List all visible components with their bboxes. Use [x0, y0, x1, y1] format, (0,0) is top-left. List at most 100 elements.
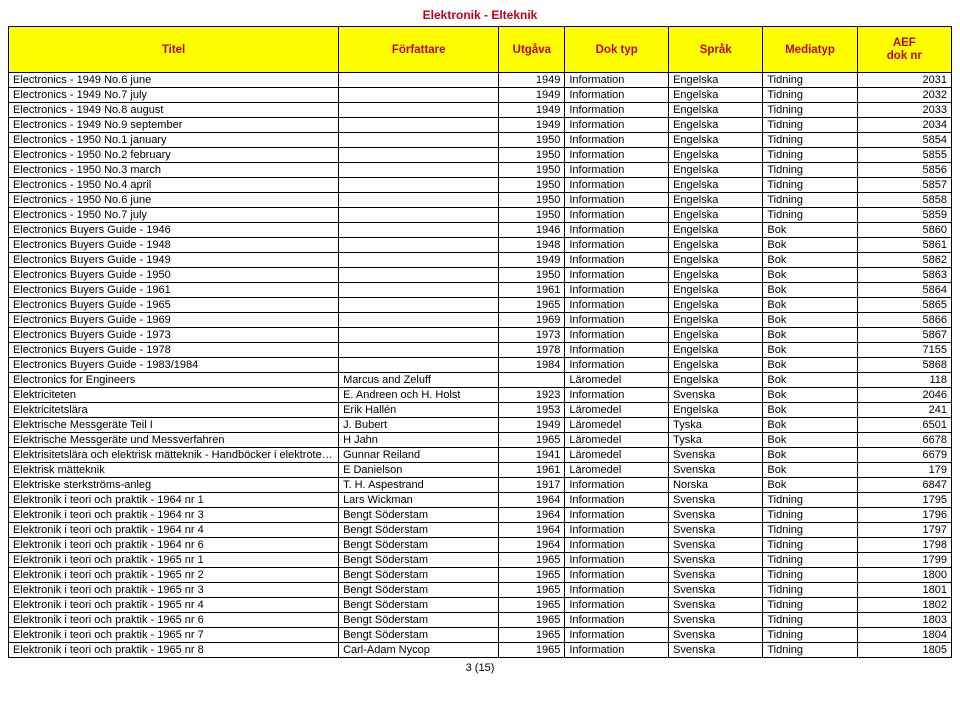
- table-cell: Information: [565, 613, 669, 628]
- table-cell: Tidning: [763, 598, 857, 613]
- table-cell: Tidning: [763, 88, 857, 103]
- table-cell: Tidning: [763, 118, 857, 133]
- table-cell: [339, 313, 499, 328]
- table-cell: 1964: [499, 523, 565, 538]
- table-cell: Electronics - 1950 No.3 march: [9, 163, 339, 178]
- table-cell: Svenska: [669, 523, 763, 538]
- table-cell: Engelska: [669, 268, 763, 283]
- table-cell: Bok: [763, 418, 857, 433]
- table-cell: 5866: [857, 313, 951, 328]
- table-cell: Engelska: [669, 193, 763, 208]
- table-cell: Electronics Buyers Guide - 1978: [9, 343, 339, 358]
- table-cell: Tidning: [763, 508, 857, 523]
- table-cell: Elektronik i teori och praktik - 1965 nr…: [9, 583, 339, 598]
- table-row: Electronics Buyers Guide - 19491949Infor…: [9, 253, 952, 268]
- table-cell: Bok: [763, 463, 857, 478]
- table-row: Electronics Buyers Guide - 19651965Infor…: [9, 298, 952, 313]
- table-cell: 1801: [857, 583, 951, 598]
- table-row: Electronics - 1950 No.4 april 1950Informa…: [9, 178, 952, 193]
- table-cell: 1984: [499, 358, 565, 373]
- table-cell: Svenska: [669, 493, 763, 508]
- table-row: Elektrisk mätteknikE Danielson1961Lärome…: [9, 463, 952, 478]
- table-row: Electronics Buyers Guide - 19731973Infor…: [9, 328, 952, 343]
- table-cell: Elektrisk mätteknik: [9, 463, 339, 478]
- table-cell: Tidning: [763, 103, 857, 118]
- table-cell: [339, 103, 499, 118]
- table-cell: Information: [565, 553, 669, 568]
- table-cell: Elektronik i teori och praktik - 1965 nr…: [9, 613, 339, 628]
- table-cell: Svenska: [669, 583, 763, 598]
- table-cell: E Danielson: [339, 463, 499, 478]
- table-cell: Tidning: [763, 568, 857, 583]
- table-cell: Tidning: [763, 133, 857, 148]
- table-cell: Tidning: [763, 643, 857, 658]
- table-cell: Norska: [669, 478, 763, 493]
- table-cell: Information: [565, 568, 669, 583]
- table-cell: 1950: [499, 178, 565, 193]
- table-cell: Bengt Söderstam: [339, 568, 499, 583]
- table-cell: Electronics Buyers Guide - 1950: [9, 268, 339, 283]
- table-cell: Bengt Söderstam: [339, 553, 499, 568]
- table-cell: 5855: [857, 148, 951, 163]
- table-cell: Elektronik i teori och praktik - 1965 nr…: [9, 568, 339, 583]
- table-cell: Tidning: [763, 193, 857, 208]
- table-cell: Information: [565, 73, 669, 88]
- table-cell: Engelska: [669, 328, 763, 343]
- table-cell: Engelska: [669, 73, 763, 88]
- table-cell: Bok: [763, 223, 857, 238]
- table-cell: Electronics - 1950 No.2 february: [9, 148, 339, 163]
- table-cell: Information: [565, 178, 669, 193]
- table-row: Electronics - 1949 No.6 june1949Informat…: [9, 73, 952, 88]
- table-cell: [339, 148, 499, 163]
- table-cell: 1965: [499, 568, 565, 583]
- table-cell: Bok: [763, 268, 857, 283]
- table-cell: Electronics - 1949 No.9 september: [9, 118, 339, 133]
- table-cell: Bok: [763, 403, 857, 418]
- table-cell: Electronics - 1950 No.4 april: [9, 178, 339, 193]
- table-cell: Tyska: [669, 418, 763, 433]
- data-table: TitelFörfattareUtgåvaDok typSpråkMediaty…: [8, 26, 952, 658]
- table-cell: Electronics - 1950 No.6 june: [9, 193, 339, 208]
- table-cell: 1804: [857, 628, 951, 643]
- table-cell: 1965: [499, 598, 565, 613]
- table-cell: [339, 133, 499, 148]
- column-header: AEFdok nr: [857, 27, 951, 73]
- table-cell: Information: [565, 508, 669, 523]
- table-row: ElektricitetsläraErik Hallén1953Läromede…: [9, 403, 952, 418]
- table-cell: Engelska: [669, 148, 763, 163]
- table-cell: Svenska: [669, 508, 763, 523]
- table-cell: Electronics for Engineers: [9, 373, 339, 388]
- table-cell: Tidning: [763, 628, 857, 643]
- table-cell: 1973: [499, 328, 565, 343]
- table-cell: Tidning: [763, 178, 857, 193]
- table-cell: Electronics Buyers Guide - 1961: [9, 283, 339, 298]
- table-cell: Elektronik i teori och praktik - 1965 nr…: [9, 598, 339, 613]
- table-cell: Information: [565, 523, 669, 538]
- table-row: Elektrische Messgeräte Teil IJ. Bubert19…: [9, 418, 952, 433]
- table-cell: 5857: [857, 178, 951, 193]
- table-cell: 1948: [499, 238, 565, 253]
- table-cell: Engelska: [669, 88, 763, 103]
- table-cell: 1949: [499, 253, 565, 268]
- table-cell: Information: [565, 103, 669, 118]
- table-cell: Tidning: [763, 583, 857, 598]
- table-cell: 1803: [857, 613, 951, 628]
- table-row: Electronics Buyers Guide - 19781978Infor…: [9, 343, 952, 358]
- table-cell: Engelska: [669, 358, 763, 373]
- table-cell: Läromedel: [565, 448, 669, 463]
- table-row: Elektronik i teori och praktik - 1965 nr…: [9, 643, 952, 658]
- table-cell: Information: [565, 583, 669, 598]
- table-cell: [339, 238, 499, 253]
- table-cell: 1800: [857, 568, 951, 583]
- table-row: Electronics - 1950 No.7 july1950Informat…: [9, 208, 952, 223]
- table-cell: J. Bubert: [339, 418, 499, 433]
- table-cell: [339, 268, 499, 283]
- table-cell: Electronics - 1950 No.1 january: [9, 133, 339, 148]
- table-cell: Elektronik i teori och praktik - 1965 nr…: [9, 628, 339, 643]
- table-cell: Engelska: [669, 298, 763, 313]
- table-cell: Engelska: [669, 283, 763, 298]
- table-cell: Information: [565, 493, 669, 508]
- table-cell: 5861: [857, 238, 951, 253]
- table-cell: Läromedel: [565, 433, 669, 448]
- table-cell: Engelska: [669, 238, 763, 253]
